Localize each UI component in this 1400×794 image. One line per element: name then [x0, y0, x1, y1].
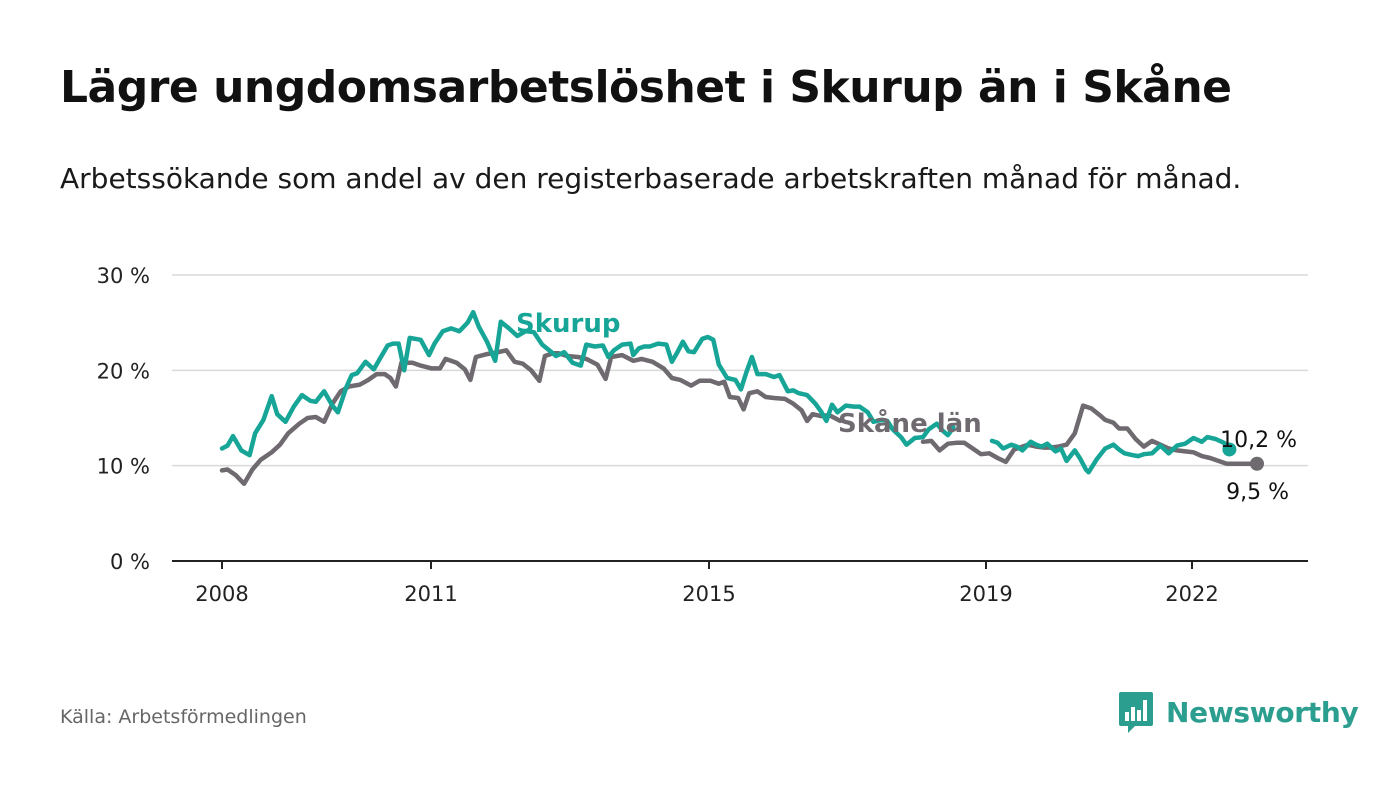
- series-line-skurup: [219, 309, 1232, 475]
- chart-subtitle: Arbetssökande som andel av den registerb…: [60, 162, 1242, 195]
- x-tick-label: 2008: [195, 582, 248, 606]
- end-label-skurup: 9,5 %: [1226, 480, 1289, 505]
- line-chart: 0 % 10 % 20 % 30 % 2008 2011 2015 2019 2022 Skån…: [97, 264, 1308, 606]
- brand-logo[interactable]: Newsworthy: [1118, 690, 1359, 734]
- chart-title: Lägre ungdomsarbetslöshet i Skurup än i …: [60, 62, 1232, 113]
- end-label-skane-lan: 10,2 %: [1220, 428, 1297, 453]
- y-tick-label: 0 %: [110, 550, 150, 574]
- newsworthy-logo-icon: [1119, 692, 1153, 733]
- x-tick-label: 2019: [959, 582, 1012, 606]
- y-tick-label: 10 %: [97, 455, 150, 479]
- x-tick-label: 2015: [682, 582, 735, 606]
- brand-name: Newsworthy: [1166, 695, 1359, 729]
- series-label-skurup: Skurup: [516, 309, 620, 339]
- x-tick-label: 2011: [404, 582, 457, 606]
- source-note: Källa: Arbetsförmedlingen: [60, 706, 307, 728]
- series-end-point: [1250, 456, 1264, 471]
- x-tick-label: 2022: [1165, 582, 1218, 606]
- series-end-point: [1222, 442, 1237, 457]
- y-tick-label: 30 %: [97, 264, 150, 288]
- series-line-skane-lan: [219, 348, 1260, 487]
- series-label-skane-lan: Skåne län: [838, 407, 982, 439]
- y-tick-label: 20 %: [97, 359, 150, 383]
